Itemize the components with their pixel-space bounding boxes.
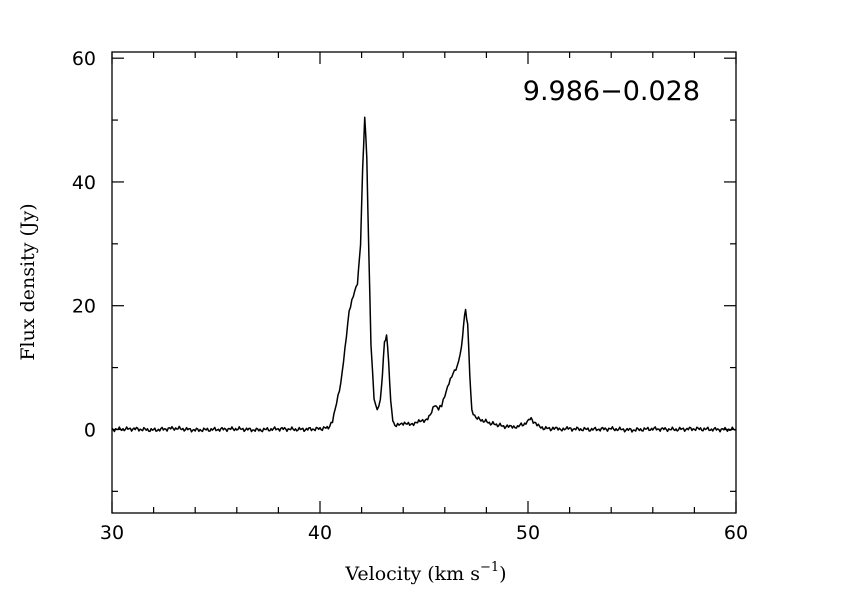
x-axis-label-main: Velocity (km s [344, 563, 480, 585]
spectrum-line [111, 116, 737, 433]
plot-frame [111, 51, 737, 514]
y-axis-label: Flux density (Jy) [17, 203, 39, 360]
y-tick-label: 20 [72, 296, 96, 318]
x-tick-label: 40 [308, 522, 332, 544]
x-tick-label: 60 [724, 522, 748, 544]
x-axis-label-close: ) [499, 563, 506, 585]
major-ticks [111, 52, 737, 513]
x-tick-label: 50 [516, 522, 540, 544]
minor-ticks [112, 52, 736, 513]
y-tick-label: 0 [84, 419, 96, 441]
x-axis-label: Velocity (km s−1) [344, 560, 506, 585]
source-annotation: 9.986−0.028 [523, 76, 700, 107]
y-tick-label: 60 [72, 48, 96, 70]
y-tick-labels: 0 20 40 60 [72, 48, 96, 441]
x-tick-label: 30 [100, 522, 124, 544]
y-tick-label: 40 [72, 172, 96, 194]
x-axis-label-sup: −1 [480, 560, 499, 575]
x-tick-labels: 30 40 50 60 [100, 522, 748, 544]
